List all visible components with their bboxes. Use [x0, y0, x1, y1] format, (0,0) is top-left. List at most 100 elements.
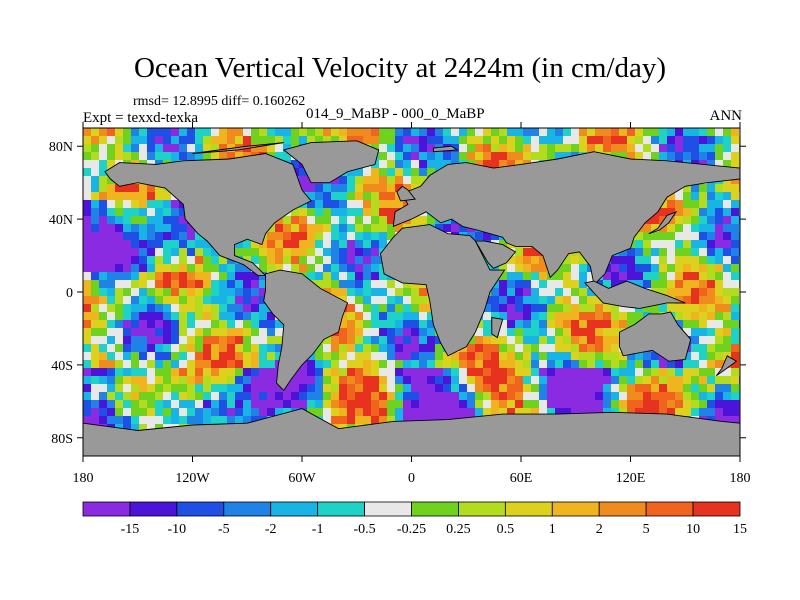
field-cell: [571, 400, 580, 409]
field-cell: [659, 368, 668, 377]
field-cell: [123, 296, 132, 305]
field-cell: [179, 384, 188, 393]
field-cell: [563, 144, 572, 153]
field-cell: [315, 352, 324, 361]
field-cell: [339, 328, 348, 337]
field-cell: [227, 392, 236, 401]
field-cell: [115, 384, 124, 393]
field-cell: [707, 136, 716, 145]
field-cell: [667, 256, 676, 265]
field-cell: [467, 144, 476, 153]
field-cell: [603, 304, 612, 313]
field-cell: [211, 360, 220, 369]
field-cell: [667, 128, 676, 137]
field-cell: [331, 256, 340, 265]
field-cell: [443, 400, 452, 409]
field-cell: [691, 184, 700, 193]
field-cell: [371, 352, 380, 361]
field-cell: [715, 136, 724, 145]
field-cell: [715, 336, 724, 345]
field-cell: [483, 400, 492, 409]
field-cell: [355, 400, 364, 409]
field-cell: [355, 184, 364, 193]
field-cell: [171, 136, 180, 145]
field-cell: [387, 376, 396, 385]
field-cell: [403, 304, 412, 313]
field-cell: [635, 152, 644, 161]
colorbar-swatch: [223, 501, 272, 517]
field-cell: [91, 344, 100, 353]
field-cell: [395, 408, 404, 417]
field-cell: [331, 376, 340, 385]
field-cell: [323, 256, 332, 265]
field-cell: [371, 208, 380, 217]
field-cell: [507, 264, 516, 273]
field-cell: [243, 248, 252, 257]
field-cell: [371, 256, 380, 265]
field-cell: [243, 280, 252, 289]
field-cell: [571, 136, 580, 145]
field-cell: [627, 144, 636, 153]
field-cell: [403, 336, 412, 345]
field-cell: [235, 296, 244, 305]
field-cell: [283, 248, 292, 257]
field-cell: [83, 216, 92, 225]
field-cell: [635, 352, 644, 361]
field-cell: [379, 216, 388, 225]
field-cell: [691, 192, 700, 201]
field-cell: [315, 240, 324, 249]
field-cell: [243, 272, 252, 281]
field-cell: [203, 376, 212, 385]
x-tick-label: 120W: [175, 471, 210, 486]
field-cell: [307, 248, 316, 257]
field-cell: [523, 128, 532, 137]
field-cell: [83, 168, 92, 177]
field-cell: [475, 320, 484, 329]
field-cell: [123, 392, 132, 401]
field-cell: [339, 384, 348, 393]
field-cell: [563, 400, 572, 409]
field-cell: [179, 264, 188, 273]
field-cell: [515, 408, 524, 417]
field-cell: [571, 256, 580, 265]
field-cell: [699, 128, 708, 137]
field-cell: [499, 376, 508, 385]
field-cell: [99, 200, 108, 209]
field-cell: [83, 328, 92, 337]
field-cell: [227, 352, 236, 361]
field-cell: [491, 400, 500, 409]
field-cell: [227, 360, 236, 369]
field-cell: [195, 408, 204, 417]
field-cell: [371, 280, 380, 289]
field-cell: [227, 304, 236, 313]
field-cell: [379, 128, 388, 137]
field-cell: [283, 216, 292, 225]
field-cell: [347, 248, 356, 257]
field-cell: [99, 304, 108, 313]
field-cell: [371, 336, 380, 345]
field-cell: [147, 416, 156, 425]
field-cell: [219, 264, 228, 273]
field-cell: [347, 264, 356, 273]
field-cell: [363, 264, 372, 273]
field-cell: [91, 152, 100, 161]
field-cell: [715, 224, 724, 233]
field-cell: [83, 288, 92, 297]
field-cell: [387, 200, 396, 209]
field-cell: [195, 336, 204, 345]
field-cell: [83, 336, 92, 345]
field-cell: [723, 368, 732, 377]
field-cell: [163, 264, 172, 273]
field-cell: [171, 408, 180, 417]
field-cell: [91, 136, 100, 145]
field-cell: [723, 296, 732, 305]
field-cell: [651, 368, 660, 377]
field-cell: [139, 336, 148, 345]
field-cell: [83, 272, 92, 281]
field-cell: [99, 400, 108, 409]
field-cell: [371, 136, 380, 145]
field-cell: [99, 144, 108, 153]
field-cell: [555, 392, 564, 401]
field-cell: [379, 144, 388, 153]
field-cell: [707, 344, 716, 353]
